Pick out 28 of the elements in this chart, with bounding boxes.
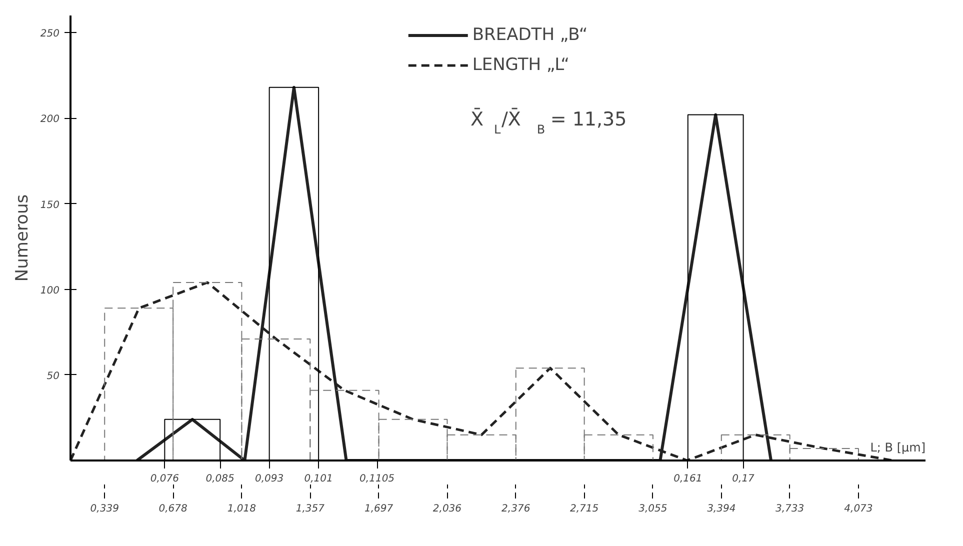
legend-label: BREADTH „B“ [472, 25, 588, 45]
x-tick-label: 4,073 [844, 504, 873, 514]
y-tick-label: 250 [40, 28, 60, 40]
x2-tick-label: 0,161 [674, 474, 702, 484]
x-axis-title: L; B [µm] [870, 440, 926, 454]
x-tick-label: 3,733 [776, 504, 804, 514]
x-tick-label: 1,357 [296, 504, 326, 514]
y-tick-label: 150 [40, 200, 60, 211]
y-tick-label: 50 [46, 370, 60, 382]
y-axis-title: Numerous [12, 194, 32, 282]
y-tick-label: 100 [40, 285, 60, 296]
x-tick-label: 3,394 [707, 504, 736, 514]
x-tick-label: 0,678 [158, 504, 188, 514]
legend-label: LENGTH „L“ [472, 55, 570, 75]
x-tick-label: 2,715 [570, 504, 599, 514]
x2-tick-label: 0,076 [150, 474, 180, 484]
x2-tick-label: 0,093 [255, 474, 284, 484]
x-tick-label: 3,055 [638, 504, 668, 514]
x-tick-label: 1,018 [227, 504, 256, 514]
x2-tick-label: 0,1105 [360, 474, 395, 484]
x2-tick-label: 0,101 [304, 474, 333, 484]
x-tick-label: 2,036 [432, 504, 462, 514]
y-tick-label: 200 [40, 114, 60, 126]
x2-tick-label: 0,17 [732, 474, 756, 484]
x-tick-label: 2,376 [502, 504, 530, 514]
x-tick-label: 1,697 [364, 504, 394, 514]
x2-tick-label: 0,085 [206, 474, 234, 484]
x-tick-label: 0,339 [90, 504, 119, 514]
